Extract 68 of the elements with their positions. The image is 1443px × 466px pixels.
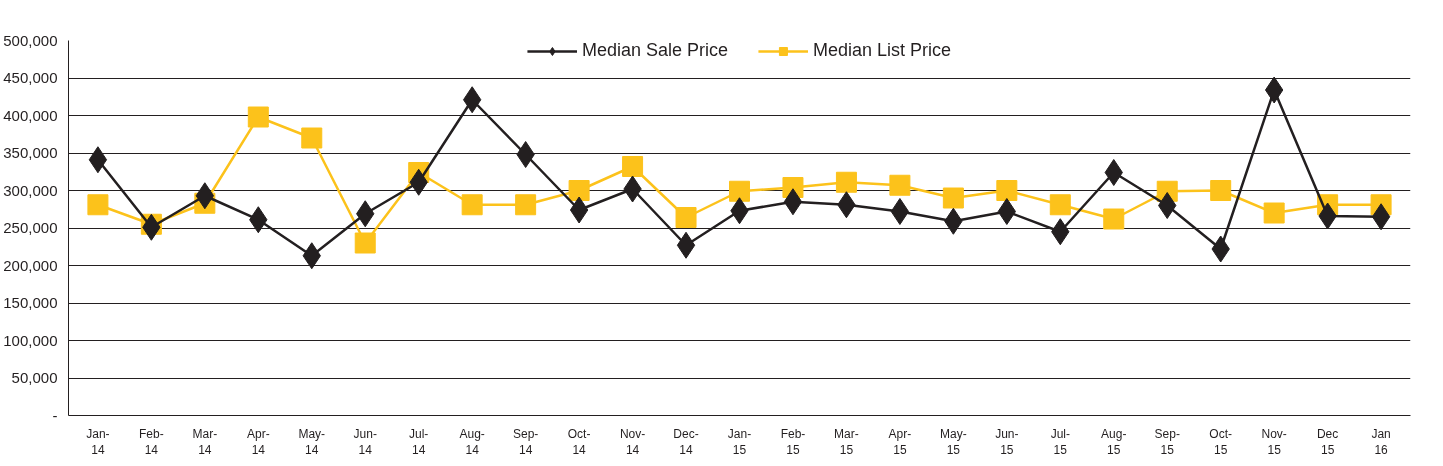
x-tick-label: Sep- 15 [1154,426,1180,458]
point [1103,208,1125,230]
point [676,231,696,259]
point [1210,180,1232,201]
point [835,171,857,193]
point [729,180,750,202]
x-tick-label: Jan- 15 [727,426,752,458]
x-tick-label: Dec 15 [1316,426,1339,458]
point [997,198,1016,225]
point [996,180,1018,201]
x-tick-label: Aug- 14 [459,426,485,458]
x-tick-label: Apr- 15 [888,426,912,458]
point [675,207,697,228]
point [889,174,911,196]
point [1104,159,1123,186]
x-tick-label: Jun- 14 [353,426,377,458]
x-tick-label: Feb- 14 [139,426,164,458]
point [1264,76,1284,104]
x-tick-label: Jan- 14 [86,426,110,458]
point [88,146,108,174]
point [1263,202,1285,224]
point [87,194,109,216]
point [195,182,215,210]
point [569,196,589,224]
y-tick-label: 500,000 [3,31,58,49]
point [301,127,323,149]
x-tick-label: Nov- 14 [619,426,646,458]
x-tick-label: Jul- 14 [409,426,429,458]
y-tick-label: 400,000 [3,106,58,124]
point [1371,203,1391,231]
y-tick-label: 100,000 [3,331,58,349]
legend-label: Median List Price [813,40,952,61]
point [247,106,269,128]
point [354,232,376,254]
x-tick-label: Sep- 14 [512,426,539,458]
point [516,141,535,168]
x-tick-label: Jan 16 [1371,426,1391,458]
point [890,198,910,225]
x-tick-label: Oct- 15 [1209,426,1233,458]
x-tick-label: Mar- 14 [192,426,218,458]
y-tick-label: 150,000 [3,294,58,311]
x-tick-label: Mar- 15 [834,426,859,458]
x-tick-label: May- 14 [298,426,326,458]
x-tick-label: Jun- 15 [995,426,1019,458]
x-tick-label: Feb- 15 [780,426,806,458]
legend-label: Median Sale Price [581,40,729,61]
point [622,156,644,177]
y-tick-label: 50,000 [11,369,58,386]
y-tick-label: 250,000 [3,219,58,236]
point [568,180,590,201]
x-tick-label: Oct- 14 [567,426,591,458]
point [1158,192,1177,219]
x-tick-label: Dec- 14 [673,426,699,458]
x-tick-label: Nov- 15 [1261,426,1287,458]
y-tick-label: 200,000 [3,256,58,274]
point [942,187,964,209]
x-tick-label: Apr- 14 [246,426,270,458]
x-tick-label: Aug- 15 [1101,426,1127,458]
point [1049,194,1071,216]
y-tick-label: 300,000 [3,181,58,199]
point [783,188,803,216]
x-tick-label: Jul- 15 [1050,426,1070,458]
y-tick-label: 350,000 [3,144,58,161]
point [461,194,483,216]
x-tick-label: May- 15 [940,426,967,458]
y-tick-label: - [52,406,58,424]
y-tick-label: 450,000 [3,69,58,86]
point [515,194,537,216]
